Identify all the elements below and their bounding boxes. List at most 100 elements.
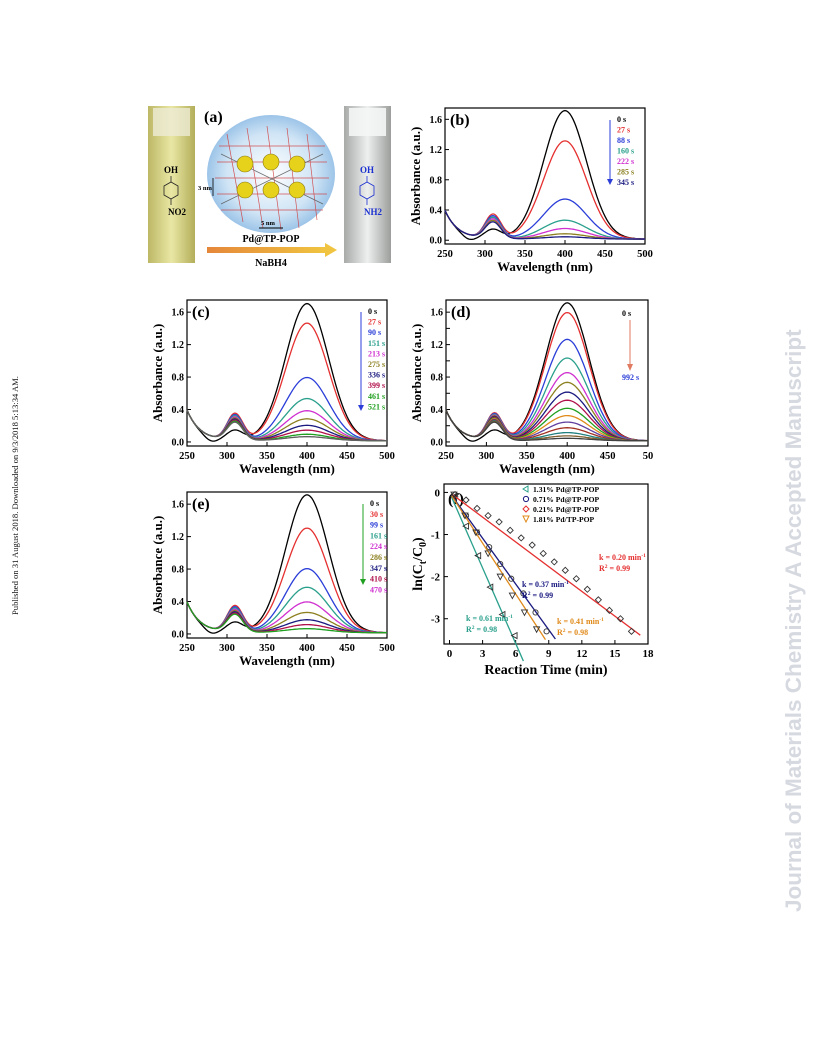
left-oh: OH: [164, 165, 178, 175]
data-point: [543, 628, 550, 635]
reaction-arrow: [207, 243, 337, 257]
x-tick-label: 250: [179, 451, 195, 462]
legend-time: 0 s: [370, 499, 379, 508]
r-squared-label: R2 = 0.99: [599, 564, 630, 573]
legend-time: 336 s: [368, 371, 385, 380]
x-tick-label: 500: [379, 643, 395, 654]
y-tick-label: 1.6: [172, 500, 185, 511]
legend-time: 213 s: [368, 349, 385, 358]
journal-watermark-text: Journal of Materials Chemistry A Accepte…: [781, 329, 806, 912]
x-tick-label: 450: [597, 249, 613, 260]
y-tick-label: 1.2: [430, 145, 443, 156]
time-arrow-head: [360, 579, 366, 585]
data-point: [539, 549, 547, 558]
y-tick-label: 0.8: [172, 373, 185, 384]
legend-time: 410 s: [370, 575, 387, 584]
data-point: [508, 575, 515, 582]
panel-f: 0 3 6 9 12 15 18 0 -1 -2 -3 Reaction Time (min) ln(C…: [411, 483, 654, 678]
legend-time: 27 s: [368, 318, 381, 327]
spectrum-line: [445, 371, 649, 442]
data-point: [506, 526, 514, 534]
spectrum-line: [445, 409, 648, 442]
data-point: [462, 522, 470, 530]
x-tick-label: 250: [437, 249, 453, 260]
data-point: [486, 583, 494, 591]
x-tick-label: 0: [447, 648, 453, 660]
data-point: [484, 511, 492, 520]
data-point: [496, 573, 504, 581]
scale-3nm: 3 nm: [198, 185, 212, 192]
spectrum-line: [444, 210, 645, 240]
data-point: [616, 615, 625, 623]
data-point: [486, 544, 493, 551]
data-point: [532, 609, 539, 616]
panel-label: (d): [451, 304, 471, 321]
spectrum-line: [186, 601, 387, 634]
r-squared-label: R2 = 0.98: [466, 625, 497, 634]
spectrum-line: [444, 109, 646, 241]
data-point: [594, 596, 603, 604]
y-tick-label: 1.2: [431, 340, 444, 351]
time-arrow-head: [627, 364, 633, 371]
legend-time: 224 s: [370, 542, 387, 551]
x-tick-label: 350: [517, 249, 533, 260]
reductant-label: NaBH4: [255, 258, 287, 266]
data-point: [497, 560, 504, 568]
spectrum-line: [186, 494, 388, 634]
data-point: [495, 518, 503, 526]
y-tick-label: -1: [431, 530, 440, 542]
y-tick-label: 0.4: [431, 405, 444, 416]
x-tick-label: 400: [299, 643, 315, 654]
data-point: [484, 550, 492, 558]
panel-a: OH NO2 (a) 3 nm 5 nm Pd@TP-POP NaBH4 OH …: [148, 106, 391, 266]
y-tick-label: 0.4: [172, 597, 185, 608]
data-point: [520, 590, 527, 597]
x-tick-label: 400: [559, 451, 575, 462]
panel-label: (b): [450, 112, 470, 129]
data-point: [474, 551, 482, 560]
spectrum-line: [186, 409, 387, 442]
y-tick-label: 0.0: [430, 236, 443, 247]
time-arrow-head: [607, 179, 613, 185]
legend-time: 285 s: [617, 168, 634, 177]
nitrophenol-ring: [163, 176, 179, 205]
spectrum-line: [186, 302, 387, 442]
legend-entry: 1.31% Pd@TP-POP: [533, 485, 599, 494]
x-tick-label: 500: [637, 249, 653, 260]
panel-c: 250 300 350 400 450 500 0.0 0.4 0.8 1.2 1.6 Wavelen…: [150, 299, 395, 476]
fit-line: [451, 497, 524, 662]
x-tick-label: 400: [557, 249, 573, 260]
y-axis-title: ln(Ct/C0): [411, 537, 429, 591]
x-tick-label: 9: [546, 648, 552, 660]
x-tick-label: 12: [576, 648, 588, 660]
data-point: [461, 512, 469, 520]
legend-time: 90 s: [368, 328, 381, 337]
data-point: [627, 627, 636, 636]
y-axis-title: Absorbance (a.u.): [150, 324, 165, 423]
fit-line: [451, 495, 556, 640]
x-axis-title: Wavelength (nm): [239, 461, 335, 476]
y-tick-label: 0.4: [172, 405, 185, 416]
y-tick-label: 0.8: [172, 565, 185, 576]
left-no2: NO2: [168, 207, 187, 217]
data-point: [517, 534, 525, 542]
y-tick-label: 0.0: [172, 437, 185, 448]
legend-time: 347 s: [370, 564, 387, 573]
data-point: [450, 491, 458, 499]
y-tick-label: -3: [431, 614, 441, 626]
legend-time: 399 s: [368, 381, 385, 390]
y-tick-label: 1.6: [431, 308, 444, 319]
x-tick-label: 300: [477, 249, 493, 260]
data-point: [605, 606, 614, 614]
data-point: [583, 585, 591, 593]
rate-constant-label: k = 0.61 min-1: [466, 614, 513, 623]
x-tick-label: 3: [480, 648, 486, 660]
scale-5nm: 5 nm: [261, 220, 275, 227]
legend-time: 286 s: [370, 553, 387, 562]
rate-constant-label: k = 0.41 min-1: [557, 617, 604, 626]
data-point: [472, 529, 480, 537]
legend-marker: [522, 485, 529, 493]
y-tick-label: -2: [431, 572, 441, 584]
x-tick-label: 450: [339, 451, 355, 462]
legend-time: 0 s: [622, 309, 631, 318]
